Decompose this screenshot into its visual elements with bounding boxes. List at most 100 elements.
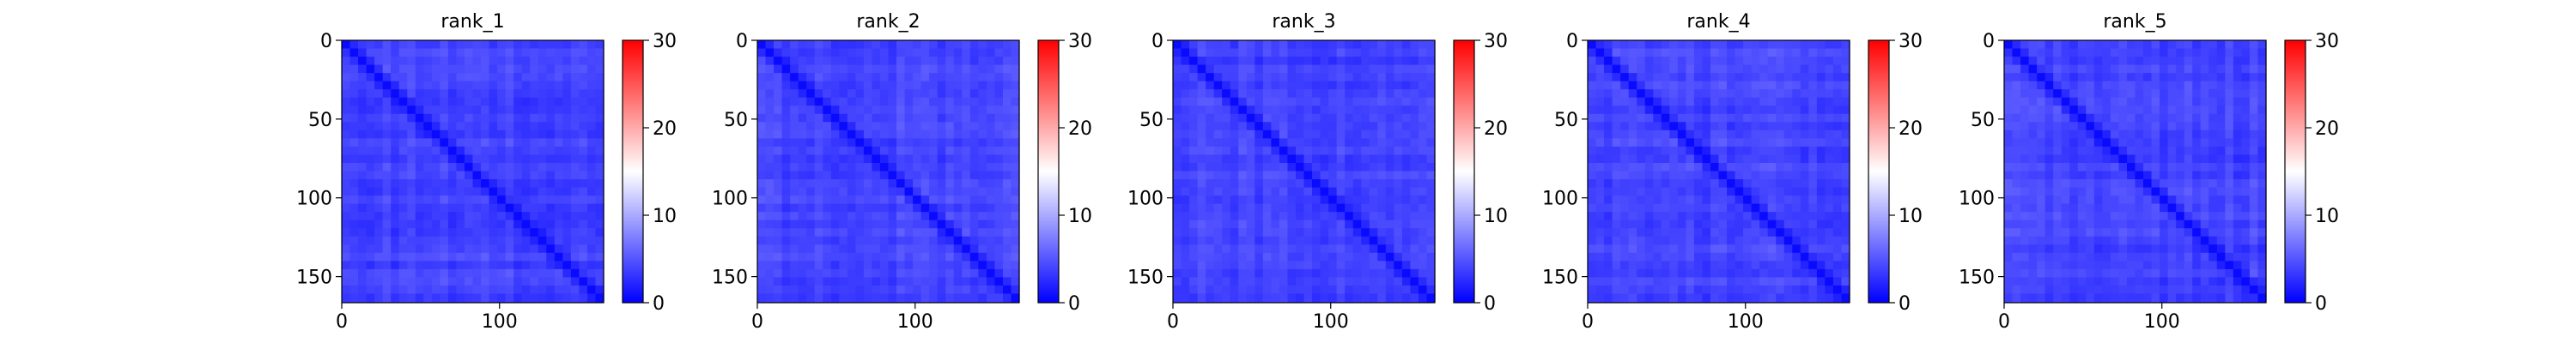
heatmap-cell [1759,285,1769,295]
heatmap-cell [1385,122,1394,131]
heatmap-cell [481,268,490,279]
heatmap-cell [872,261,881,270]
heatmap-cell [814,57,823,66]
heatmap-cell [1604,113,1613,123]
heatmap-cell [2257,171,2267,180]
heatmap-cell [1328,196,1338,205]
heatmap-cell [2241,73,2251,82]
heatmap-cell [521,97,531,106]
heatmap-cell [1669,236,1679,245]
heatmap-cell [962,228,971,238]
heatmap-cell [1702,129,1711,139]
heatmap-cell [904,146,914,156]
heatmap-cell [978,236,987,245]
heatmap-cell [1702,236,1711,245]
heatmap-cell [814,252,823,262]
heatmap-cell [1385,138,1394,147]
heatmap-cell [1767,228,1777,238]
heatmap-cell [2012,73,2021,82]
heatmap-cell [896,64,906,74]
heatmap-cell [1743,48,1753,57]
heatmap-cell [1385,97,1394,106]
heatmap-cell [447,228,458,238]
heatmap-cell [790,171,799,180]
heatmap-cell [1612,171,1621,180]
heatmap-cell [863,154,873,164]
heatmap-cell [953,57,963,66]
heatmap-cell [1328,122,1338,131]
heatmap-cell [1604,146,1613,156]
heatmap-cell [382,212,392,221]
heatmap-cell [2093,64,2103,74]
x-tick-label: 0 [751,311,763,333]
heatmap-cell [1002,105,1012,115]
heatmap-cell [1189,293,1199,303]
heatmap-cell [1401,154,1412,164]
heatmap-cell [447,196,458,205]
heatmap-cell [1312,105,1321,115]
heatmap-cell [489,113,498,123]
heatmap-cell [2176,113,2185,123]
heatmap-cell [1751,212,1760,221]
heatmap-cell [2216,203,2226,213]
heatmap-cell [2167,129,2177,139]
heatmap-cell [2102,73,2111,82]
heatmap-cell [2110,48,2120,57]
heatmap-cell [513,252,523,262]
heatmap-cell [1181,64,1190,74]
heatmap-cell [489,179,498,189]
heatmap-cell [1320,187,1329,196]
heatmap-cell [1825,268,1834,279]
heatmap-cell [1295,122,1305,131]
heatmap-cell [1751,129,1760,139]
heatmap-cell [1238,212,1248,221]
heatmap-cell [1783,228,1793,238]
heatmap-cell [945,203,955,213]
heatmap-cell [1336,244,1346,254]
heatmap-cell [1604,228,1613,238]
heatmap-cell [1279,293,1289,303]
heatmap-cell [1312,40,1321,50]
heatmap-cell [1361,228,1370,238]
heatmap-cell [1693,122,1704,131]
heatmap-cell [904,252,914,262]
heatmap-cell [814,154,823,164]
heatmap-cell [1686,138,1695,147]
heatmap-cell [456,277,465,286]
heatmap-cell [962,261,971,270]
heatmap-cell [1620,203,1630,213]
heatmap-cell [1271,277,1280,286]
heatmap-cell [538,162,547,172]
heatmap-cell [1271,129,1280,139]
heatmap-cell [920,252,930,262]
heatmap-cell [1832,203,1843,213]
heatmap-cell [920,97,930,106]
heatmap-cell [2135,203,2144,213]
heatmap-cell [1173,97,1182,106]
heatmap-cell [1644,154,1654,164]
heatmap-cell [2028,154,2038,164]
heatmap-cell [2110,73,2120,82]
heatmap-cell [2241,122,2251,131]
heatmap-cell [1661,171,1670,180]
heatmap-cell [407,187,416,196]
heatmap-cell [456,179,465,189]
heatmap-cell [505,129,514,139]
heatmap-cell [1841,162,1850,172]
colorbar [622,39,644,304]
heatmap-cell [986,64,996,74]
heatmap-cell [521,187,531,196]
heatmap-cell [929,252,939,262]
heatmap-cell [1792,203,1801,213]
heatmap-cell [1588,89,1597,99]
heatmap-cell [530,220,539,229]
heatmap-cell [994,113,1004,123]
heatmap-cell [830,236,840,245]
heatmap-cell [358,244,368,254]
heatmap-cell [823,40,832,50]
heatmap-cell [2028,187,2038,196]
heatmap-cell [765,277,775,286]
heatmap-cell [423,146,433,156]
heatmap-cell [1312,81,1321,90]
heatmap-cell [1410,122,1419,131]
